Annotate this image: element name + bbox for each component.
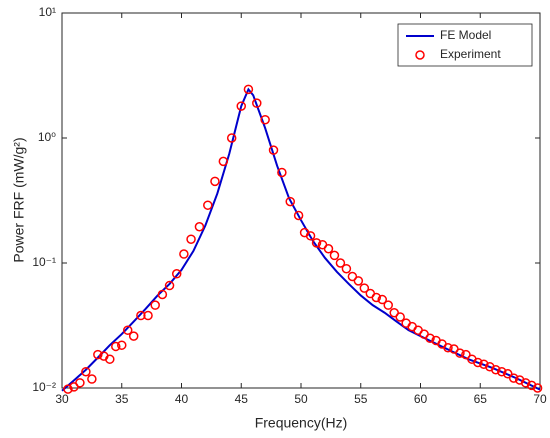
experiment-point: [260, 114, 270, 125]
x-tick-label: 50: [294, 392, 308, 406]
x-tick-label: 70: [533, 392, 547, 406]
experiment-point: [479, 359, 489, 369]
experiment-point: [268, 145, 279, 155]
experiment-point: [63, 384, 73, 394]
experiment-point: [532, 383, 543, 393]
experiment-point: [164, 280, 175, 291]
x-tick-label: 35: [115, 392, 129, 406]
experiment-point: [93, 349, 103, 360]
experiment-point: [143, 310, 153, 321]
experiment-point: [508, 373, 519, 383]
experiment-point: [353, 276, 364, 286]
experiment-point: [194, 221, 205, 232]
experiment-point: [218, 156, 229, 167]
experiment-point: [157, 289, 168, 300]
experiment-point: [520, 378, 531, 388]
experiment-point: [179, 249, 189, 259]
legend-label: FE Model: [440, 28, 491, 42]
x-axis-label: Frequency(Hz): [255, 415, 348, 431]
experiment-point: [136, 310, 146, 321]
experiment-point: [359, 283, 370, 293]
experiment-point: [111, 341, 121, 352]
experiment-point: [226, 133, 237, 143]
experiment-point: [461, 349, 471, 360]
experiment-point: [122, 325, 133, 335]
legend-label: Experiment: [440, 47, 501, 61]
experiment-point: [455, 348, 465, 358]
experiment-point: [341, 263, 352, 274]
experiment-point: [171, 269, 182, 279]
experiment-point: [117, 340, 127, 350]
experiment-point: [347, 271, 358, 282]
experiment-point: [491, 364, 501, 375]
experiment-point: [335, 258, 346, 268]
experiment-point: [502, 369, 513, 379]
x-tick-label: 65: [474, 392, 488, 406]
legend-marker: [415, 50, 425, 60]
y-tick-label: 10⁰: [38, 130, 56, 144]
experiment-point: [87, 374, 97, 384]
fe-model-line: [61, 87, 541, 392]
experiment-point: [443, 342, 453, 353]
experiment-point: [383, 300, 393, 310]
y-tick-label: 10⁻¹: [32, 255, 56, 269]
experiment-point: [293, 210, 304, 221]
plot-frame: [61, 12, 541, 389]
experiment-point: [277, 167, 287, 178]
x-tick-label: 60: [414, 392, 428, 406]
experiment-point: [329, 250, 340, 261]
experiment-point: [81, 366, 91, 377]
x-tick-label: 40: [175, 392, 189, 406]
experiment-point: [236, 101, 246, 111]
experiment-point: [526, 380, 537, 391]
x-tick-label: 30: [55, 392, 69, 406]
experiment-point: [252, 98, 262, 108]
experiment-point: [150, 300, 160, 310]
experiment-point: [311, 238, 322, 248]
experiment-point: [285, 196, 295, 207]
experiment-point: [203, 200, 213, 210]
experiment-point: [75, 378, 85, 388]
experiment-point: [186, 234, 196, 244]
x-tick-label: 55: [354, 392, 368, 406]
experiment-point: [371, 292, 382, 303]
experiment-point: [497, 366, 507, 377]
experiment-point: [395, 312, 405, 322]
y-axis-label: Power FRF (mW/g²): [11, 137, 27, 262]
experiment-point: [128, 331, 139, 341]
x-tick-label: 45: [235, 392, 249, 406]
experiment-point: [243, 84, 254, 95]
experiment-point: [425, 333, 435, 344]
experiment-point: [377, 294, 388, 305]
y-tick-label: 10¹: [39, 5, 56, 19]
experiment-point: [105, 354, 115, 364]
experiment-point: [323, 244, 334, 254]
experiment-point: [305, 231, 316, 241]
experiment-point: [210, 176, 220, 187]
experiment-point: [473, 357, 483, 368]
y-tick-label: 10⁻²: [32, 380, 56, 394]
